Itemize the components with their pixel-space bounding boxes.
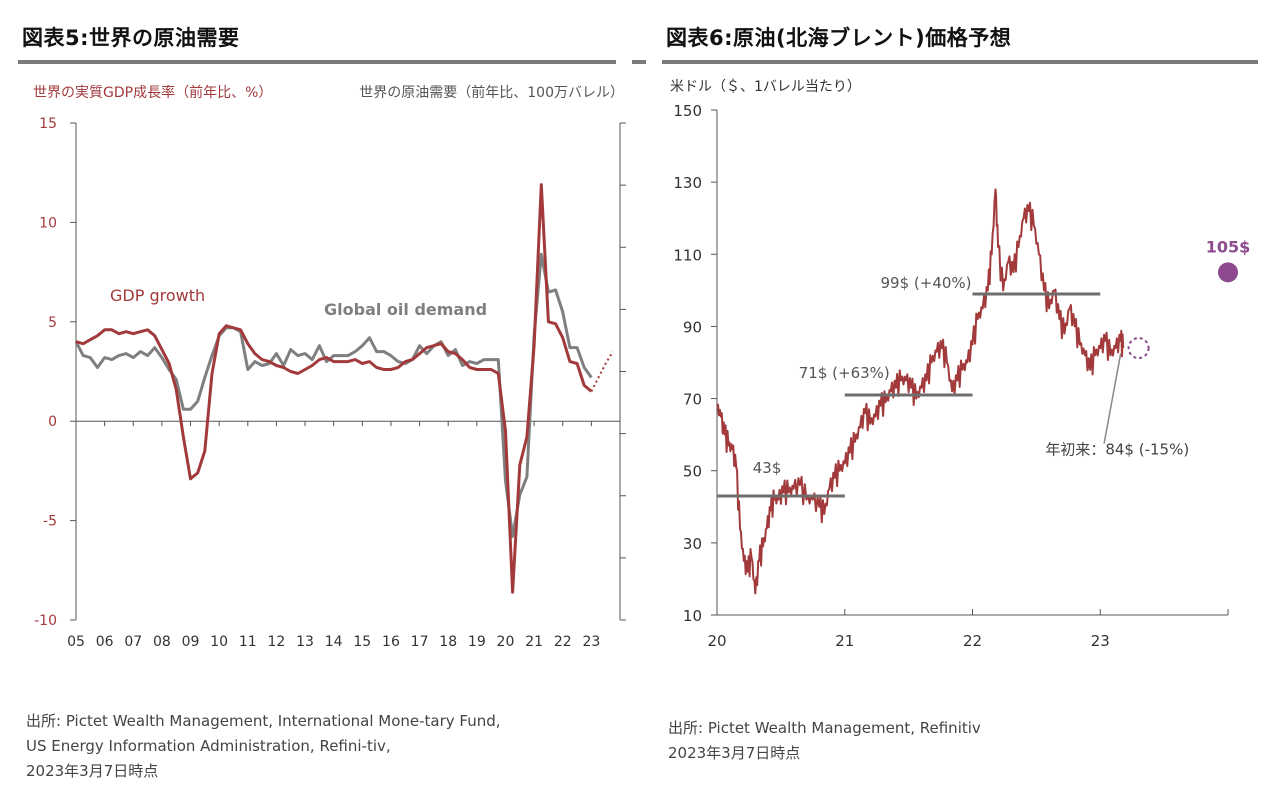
- left-source-line-2: US Energy Information Administration, Re…: [26, 737, 391, 755]
- right-source-line-1: 出所: Pictet Wealth Management, Refinitiv: [668, 719, 981, 737]
- x-tick-label: 23: [1091, 632, 1110, 650]
- right-chart-title: 図表6:原油(北海ブレント)価格予想: [666, 26, 1012, 50]
- y-tick-label: 90: [683, 318, 702, 336]
- right-axis-title: 世界の原油需要（前年比、100万バレル）: [359, 84, 624, 101]
- gdp-growth-line: [75, 183, 593, 594]
- left-source: 出所: Pictet Wealth Management, Internatio…: [26, 709, 501, 784]
- brent-price-line: [716, 188, 1125, 595]
- y-tick-label: 150: [673, 102, 702, 120]
- x-tick-label: 19: [468, 634, 486, 650]
- left-y-tick-label: 10: [39, 215, 57, 231]
- y-tick-label: 10: [683, 607, 702, 625]
- right-source: 出所: Pictet Wealth Management, Refinitiv …: [668, 716, 981, 766]
- left-axis-title: 世界の実質GDP成長率（前年比、%）: [33, 84, 272, 101]
- avg-label-2022: 99$ (+40%): [881, 274, 972, 292]
- left-y-tick-label: 5: [48, 315, 57, 331]
- x-tick-label: 07: [124, 634, 142, 650]
- x-tick-label: 05: [67, 634, 85, 650]
- x-tick-label: 10: [210, 634, 228, 650]
- ytd-marker: [1127, 337, 1150, 360]
- y-tick-label: 70: [683, 391, 702, 409]
- left-y-tick-label: -5: [43, 514, 57, 530]
- gdp-forecast-line: [590, 351, 614, 392]
- x-tick-label: 20: [707, 632, 726, 650]
- y-tick-label: 50: [683, 463, 702, 481]
- x-tick-label: 21: [525, 634, 543, 650]
- left-y-tick-label: -10: [34, 613, 57, 629]
- right-chart: 米ドル（＄、1バレル当たり） 10 30 50 70 90 110 130 150 20 21 22 2…: [670, 79, 1251, 650]
- x-tick-label: 09: [182, 634, 200, 650]
- x-tick-label: 11: [239, 634, 257, 650]
- y-tick-label: 30: [683, 535, 702, 553]
- left-title-rule: [18, 60, 616, 64]
- x-tick-label: 23: [582, 634, 600, 650]
- forecast-point: [1218, 262, 1238, 283]
- x-tick-label: 20: [497, 634, 515, 650]
- x-tick-label: 13: [296, 634, 314, 650]
- right-source-line-2: 2023年3月7日時点: [668, 744, 801, 762]
- x-tick-label: 12: [268, 634, 286, 650]
- x-tick-label: 18: [439, 634, 457, 650]
- panel-divider: [632, 60, 646, 64]
- ytd-leader-line: [1103, 353, 1122, 444]
- x-tick-label: 08: [153, 634, 171, 650]
- x-tick-label: 22: [554, 634, 572, 650]
- x-tick-label: 21: [835, 632, 854, 650]
- x-tick-label: 17: [411, 634, 429, 650]
- x-tick-label: 15: [353, 634, 371, 650]
- avg-label-2020: 43$: [753, 459, 782, 477]
- forecast-label: 105$: [1206, 237, 1251, 256]
- avg-label-2021: 71$ (+63%): [799, 364, 890, 382]
- left-chart-title: 図表5:世界の原油需要: [22, 26, 240, 50]
- left-chart: 世界の実質GDP成長率（前年比、%） 世界の原油需要（前年比、100万バレル） -1…: [33, 84, 626, 650]
- left-y-tick-label: 0: [48, 414, 57, 430]
- y-tick-label: 110: [673, 246, 702, 264]
- left-source-line-1: 出所: Pictet Wealth Management, Internatio…: [26, 712, 501, 730]
- x-tick-label: 16: [382, 634, 400, 650]
- x-tick-label: 22: [963, 632, 982, 650]
- ytd-label: 年初来：84$ (-15%): [1045, 440, 1189, 458]
- y-axis-title: 米ドル（＄、1バレル当たり）: [670, 79, 861, 95]
- y-tick-label: 130: [673, 174, 702, 192]
- left-source-line-3: 2023年3月7日時点: [26, 762, 159, 780]
- right-title-rule: [662, 60, 1258, 64]
- left-y-tick-label: 15: [39, 116, 57, 132]
- oil-demand-label: Global oil demand: [324, 300, 487, 319]
- oil-demand-line: [74, 252, 593, 538]
- gdp-growth-label: GDP growth: [110, 286, 205, 305]
- x-tick-label: 14: [325, 634, 343, 650]
- x-tick-label: 06: [96, 634, 114, 650]
